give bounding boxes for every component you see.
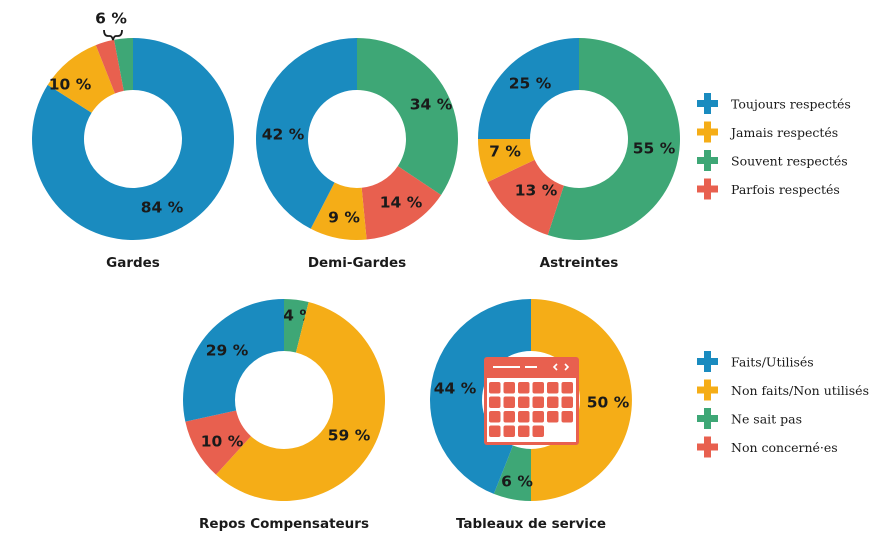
slice-label: 59 %	[328, 427, 371, 445]
slice-label: 50 %	[587, 394, 630, 412]
slice-label: 55 %	[633, 140, 676, 158]
slice-label: 29 %	[206, 342, 249, 360]
slice-demi-gardes-2	[310, 182, 367, 240]
legend-item: Non faits/Non utilisés	[697, 379, 869, 401]
slice-demi-gardes-1	[361, 166, 442, 240]
slice-repos-compensateurs-0	[284, 299, 309, 353]
slice-label: 9 %	[328, 209, 360, 227]
chart-title: Astreintes	[540, 255, 619, 271]
slice-label: 10 %	[201, 433, 244, 451]
chart-title: Tableaux de service	[456, 516, 606, 532]
slice-label: 13 %	[515, 182, 558, 200]
slice-gardes-0	[31, 38, 235, 240]
brace-mark	[103, 29, 123, 41]
legend-item: Non concerné·es	[697, 436, 838, 458]
slice-gardes-1	[47, 45, 115, 113]
slice-demi-gardes-0	[357, 38, 458, 195]
slice-astreintes-2	[478, 139, 535, 183]
slice-astreintes-1	[487, 159, 564, 236]
legend-label: Faits/Utilisés	[731, 355, 814, 370]
legend-item: Parfois respectés	[697, 178, 840, 200]
slice-demi-gardes-3	[256, 38, 357, 229]
legend-item: Souvent respectés	[697, 150, 848, 171]
cross-swatch-icon	[697, 408, 718, 429]
legend-1: Toujours respectés Jamais respectés Souven…	[697, 93, 851, 200]
slice-tableaux-de-service-1	[493, 445, 531, 502]
legend-label: Ne sait pas	[731, 412, 802, 427]
donut-chart-tableaux-de-service: 50 % 6 % 44 % Tableaux de service	[430, 299, 632, 532]
legend-label: Toujours respectés	[731, 97, 851, 112]
donut-chart-repos-compensateurs: 4 %59 %10 %29 %Repos Compensateurs	[183, 299, 386, 532]
slice-label: 7 %	[489, 143, 521, 161]
legend-label: Non concerné·es	[731, 440, 838, 455]
legend-label: Non faits/Non utilisés	[731, 383, 869, 398]
small-slices-annotation: 6 %	[95, 10, 127, 28]
slice-repos-compensateurs-2	[185, 410, 251, 475]
slice-tableaux-de-service-2	[430, 299, 531, 494]
legend-2: Faits/Utilisés Non faits/Non utilisés Ne s…	[697, 351, 869, 458]
slice-gardes-3	[114, 38, 133, 91]
slice-repos-compensateurs-3	[183, 299, 284, 422]
chart-title: Demi-Gardes	[308, 255, 406, 271]
slice-label: 25 %	[509, 75, 552, 93]
cross-swatch-icon	[697, 351, 718, 372]
donut-chart-demi-gardes: 34 % 14 % 9 % 42 % Demi-Gardes	[256, 38, 458, 271]
slice-label: 84 %	[141, 199, 184, 217]
calendar-icon	[484, 357, 579, 445]
legend-label: Parfois respectés	[731, 182, 840, 197]
slice-label: 34 %	[410, 96, 453, 114]
cross-swatch-icon	[697, 121, 718, 143]
chart-title: Gardes	[106, 255, 160, 271]
chart-title: Repos Compensateurs	[199, 516, 369, 532]
legend-item: Toujours respectés	[697, 93, 851, 114]
cross-swatch-icon	[697, 436, 718, 458]
legend-item: Faits/Utilisés	[697, 351, 814, 372]
donut-chart-astreintes: 55 % 13 % 7 % 25 % Astreintes	[478, 38, 681, 271]
cross-swatch-icon	[697, 93, 718, 114]
slice-gardes-2	[95, 39, 124, 94]
legend-label: Jamais respectés	[729, 125, 838, 140]
cross-swatch-icon	[697, 379, 718, 401]
slice-label: 6 %	[501, 473, 533, 491]
cross-swatch-icon	[697, 178, 718, 200]
slice-tableaux-de-service-0	[531, 299, 632, 501]
slice-label: 42 %	[262, 126, 305, 144]
legend-item: Jamais respectés	[697, 121, 838, 143]
cross-swatch-icon	[697, 150, 718, 171]
slice-label: 14 %	[380, 194, 423, 212]
legend-item: Ne sait pas	[697, 408, 802, 429]
slice-astreintes-0	[547, 38, 681, 240]
donut-chart-gardes: 84 % 10 % 6 % Gardes	[31, 10, 235, 271]
legend-label: Souvent respectés	[731, 154, 848, 169]
slice-label: 10 %	[49, 76, 92, 94]
slice-astreintes-3	[478, 38, 579, 139]
slice-label: 44 %	[434, 380, 477, 398]
slice-repos-compensateurs-1	[215, 302, 386, 501]
